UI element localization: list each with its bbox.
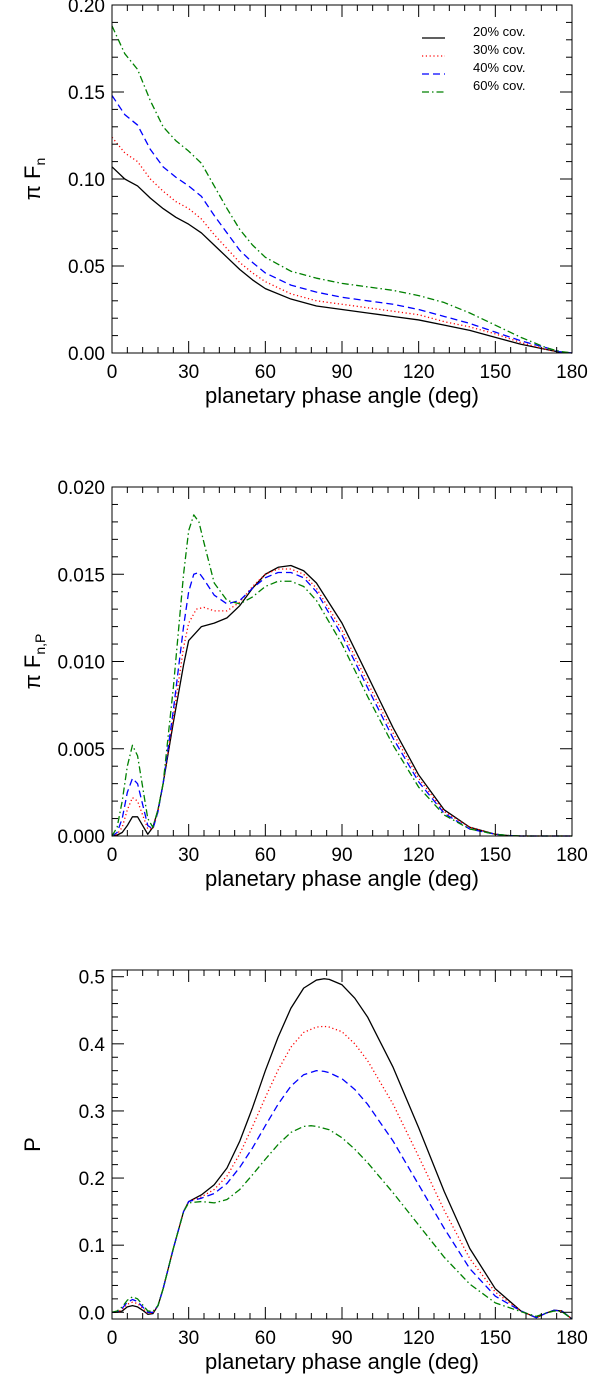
- y-tick-label: 0.010: [57, 653, 105, 674]
- y-tick-label: 0.15: [68, 83, 105, 104]
- legend-label-20: 20% cov.: [473, 24, 526, 39]
- ticks: [111, 486, 573, 837]
- y-tick-label: 0.020: [57, 478, 105, 499]
- x-tick-labels: 0 30 60 90 120 150 180: [107, 845, 588, 866]
- x-tick-labels: 0 30 60 90 120 150 180: [107, 1328, 588, 1349]
- x-tick-label: 60: [255, 362, 276, 383]
- svg-text:π Fn,P: π Fn,P: [20, 634, 48, 690]
- x-tick-label: 0: [107, 1328, 118, 1349]
- x-tick-label: 120: [403, 1328, 435, 1349]
- x-tick-label: 90: [331, 845, 352, 866]
- legend-label-60: 60% cov.: [473, 78, 526, 93]
- y-axis-label-main: π F: [20, 166, 45, 201]
- x-tick-label: 60: [255, 845, 276, 866]
- x-tick-label: 30: [178, 845, 199, 866]
- series-line-0: [112, 978, 573, 1320]
- y-tick-label: 0.00: [68, 344, 105, 365]
- panel-degree-of-polarization: 0 30 60 90 120 150 180 0.0 0.1 0.2 0.3 0.4 0.5 plan…: [20, 968, 588, 1374]
- series-line-3: [111, 514, 572, 837]
- series-line-1: [112, 1025, 573, 1320]
- legend-label-40: 40% cov.: [473, 60, 526, 75]
- y-tick-labels: 0.000 0.005 0.010 0.015 0.020: [57, 478, 105, 848]
- legend-label-30: 30% cov.: [473, 42, 526, 57]
- series-line-2: [111, 95, 573, 354]
- y-tick-label: 0.2: [79, 1169, 105, 1190]
- x-axis-label: planetary phase angle (deg): [205, 866, 479, 891]
- y-tick-label: 0.015: [57, 565, 105, 586]
- y-axis-label-sub: n: [32, 158, 48, 166]
- x-tick-label: 90: [331, 362, 352, 383]
- series-line-1: [111, 136, 573, 354]
- panel-total-flux: 0 30 60 90 120 150 180 0.00 0.05 0.10 0.15 0.20 pl…: [20, 0, 588, 408]
- x-tick-label: 180: [556, 845, 588, 866]
- y-tick-label: 0.20: [68, 0, 105, 17]
- legend-item-20: 20% cov.: [422, 24, 526, 39]
- x-tick-label: 120: [403, 362, 435, 383]
- series-line-2: [111, 1070, 573, 1320]
- panel-polarized-flux: 0 30 60 90 120 150 180 0.0000.0050.0100.0150.0…: [20, 478, 588, 891]
- x-tick-label: 90: [331, 1328, 352, 1349]
- y-axis-label-main: P: [20, 1137, 45, 1152]
- series-layer: [111, 25, 573, 354]
- y-tick-label: 0.1: [79, 1236, 105, 1257]
- legend-item-60: 60% cov.: [422, 78, 526, 93]
- ticks: [111, 4, 573, 354]
- series-line-0: [111, 564, 572, 837]
- x-tick-label: 150: [479, 1328, 511, 1349]
- y-tick-label: 0.000: [57, 827, 105, 848]
- y-axis-label: P: [20, 1137, 45, 1152]
- x-tick-label: 30: [178, 362, 199, 383]
- x-tick-label: 150: [479, 362, 511, 383]
- svg-text:P: P: [20, 1137, 45, 1152]
- y-tick-label: 0.3: [79, 1102, 105, 1123]
- y-tick-label: 0.0: [79, 1303, 105, 1324]
- series-line-2: [111, 571, 572, 837]
- series-layer: [111, 514, 572, 837]
- x-tick-label: 30: [178, 1328, 199, 1349]
- x-axis-label: planetary phase angle (deg): [205, 383, 479, 408]
- x-tick-label: 180: [556, 362, 588, 383]
- x-axis-label: planetary phase angle (deg): [205, 1349, 479, 1374]
- y-tick-labels: 0.00 0.05 0.10 0.15 0.20: [68, 0, 105, 365]
- legend-item-30: 30% cov.: [422, 42, 526, 57]
- x-tick-label: 180: [556, 1328, 588, 1349]
- y-tick-label: 0.5: [79, 968, 105, 989]
- y-tick-label: 0.4: [79, 1035, 106, 1056]
- x-tick-label: 150: [479, 845, 511, 866]
- svg-text:π Fn: π Fn: [20, 158, 48, 201]
- y-axis-label: π Fn,P: [20, 634, 48, 690]
- x-tick-label: 120: [403, 845, 435, 866]
- series-line-3: [111, 25, 573, 354]
- x-tick-label: 0: [107, 845, 118, 866]
- series-layer: [111, 978, 573, 1320]
- x-tick-label: 60: [255, 1328, 276, 1349]
- y-tick-label: 0.05: [68, 257, 105, 278]
- y-tick-label: 0.10: [68, 170, 105, 191]
- y-tick-label: 0.005: [57, 740, 105, 761]
- series-line-1: [111, 568, 572, 837]
- legend-item-40: 40% cov.: [422, 60, 526, 75]
- y-axis-label-main: π F: [20, 655, 45, 690]
- series-line-3: [111, 1125, 573, 1320]
- legend: 20% cov. 30% cov. 40% cov. 60% cov.: [422, 24, 526, 93]
- y-axis-label: π Fn: [20, 158, 48, 201]
- x-tick-labels: 0 30 60 90 120 150 180: [107, 362, 588, 383]
- x-tick-label: 0: [107, 362, 118, 383]
- ticks: [111, 970, 573, 1319]
- y-tick-labels: 0.0 0.1 0.2 0.3 0.4 0.5: [79, 968, 106, 1325]
- series-line-0: [111, 166, 573, 354]
- y-axis-label-sub: n,P: [32, 634, 48, 655]
